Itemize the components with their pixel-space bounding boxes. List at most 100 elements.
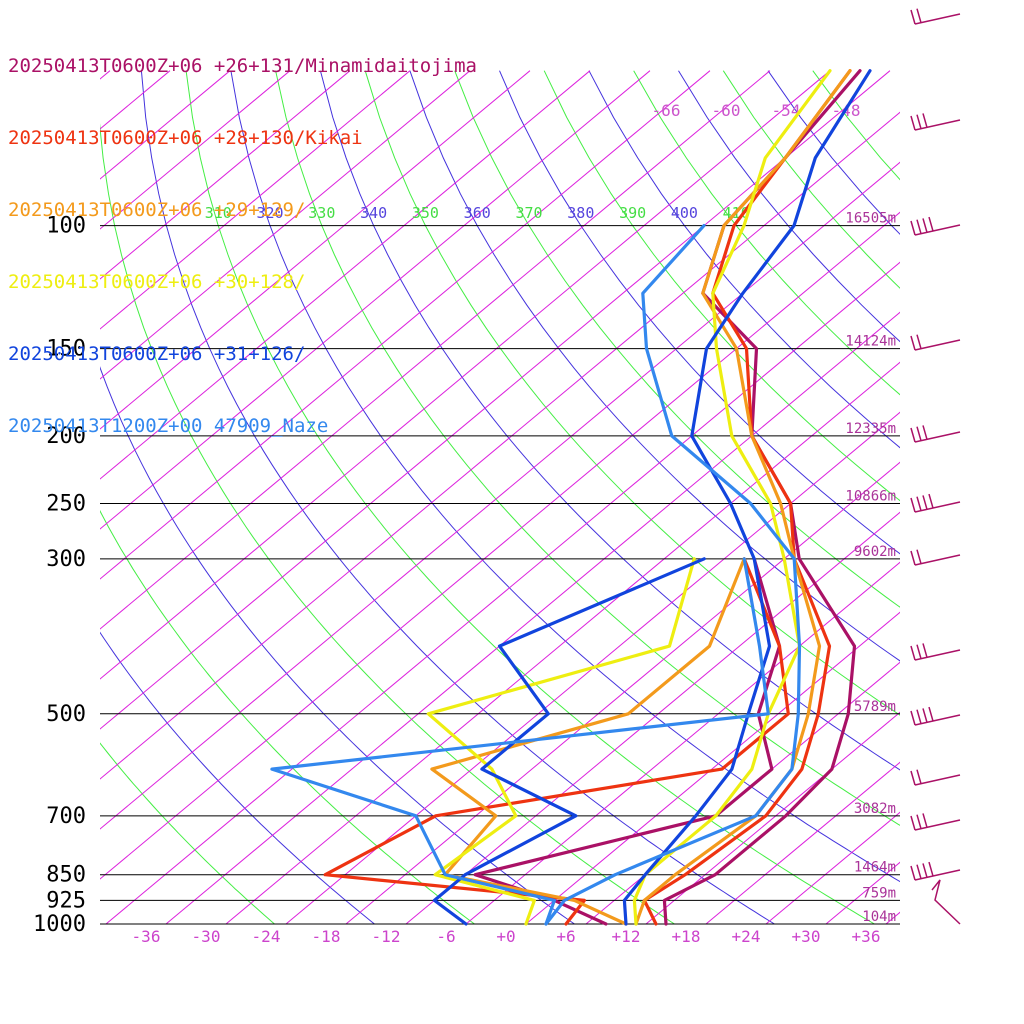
mixing-label: -60 xyxy=(712,101,741,120)
x-tick-label: +18 xyxy=(672,927,701,946)
isotherm-line xyxy=(165,311,900,924)
dewpoint-line-3 xyxy=(430,557,746,926)
isotherm-line xyxy=(225,361,900,924)
isotherm-line xyxy=(100,111,900,780)
pressure-label: 150 xyxy=(46,337,86,362)
height-label: 16505m xyxy=(845,211,896,227)
theta-label: 340 xyxy=(360,204,387,222)
legend-entry-3: 20250413T0600Z+06 +29+129/ xyxy=(8,199,306,221)
temperature-line-6 xyxy=(544,224,802,926)
mixing-label: -66 xyxy=(652,101,681,120)
theta-label: 330 xyxy=(308,204,335,222)
isotherm-line xyxy=(100,70,591,480)
wind-barb xyxy=(910,493,961,513)
height-label: 104m xyxy=(862,909,896,925)
isotherm-line xyxy=(645,711,900,924)
theta-line xyxy=(409,70,900,662)
wind-barb xyxy=(910,769,961,786)
theta-line xyxy=(100,123,675,924)
isotherm-line xyxy=(525,611,900,924)
dewpoint-line-6 xyxy=(270,557,770,926)
pressure-label: 850 xyxy=(46,863,86,888)
isotherm-line xyxy=(100,70,531,430)
height-label: 5789m xyxy=(854,699,896,715)
x-tick-label: -30 xyxy=(192,927,221,946)
isotherm-line xyxy=(100,70,711,580)
x-tick-label: +0 xyxy=(496,927,515,946)
mixing-label: -54 xyxy=(772,101,801,120)
pressure-label: 250 xyxy=(46,492,86,517)
pressure-label: 300 xyxy=(46,547,86,572)
isotherm-line xyxy=(946,71,1024,924)
x-tick-label: -12 xyxy=(372,927,401,946)
isotherm-line xyxy=(1006,71,1024,924)
temperature-line-4 xyxy=(632,69,832,926)
legend-entry-5: 20250413T0600Z+06 +31+126/ xyxy=(8,343,306,365)
theta-label: 370 xyxy=(515,204,542,222)
isotherm-line xyxy=(100,70,411,330)
isotherm-line xyxy=(100,70,291,230)
isotherm-line xyxy=(345,461,900,924)
x-tick-label: -6 xyxy=(436,927,455,946)
theta-label: 350 xyxy=(412,204,439,222)
pressure-label: 500 xyxy=(46,702,86,727)
isotherm-line xyxy=(100,70,471,380)
isotherm-line xyxy=(100,70,651,530)
height-labels: 16505m 14124m 12335m 10866m 9602m 5789m 3082m 1… xyxy=(845,211,896,925)
height-label: 9602m xyxy=(854,544,896,560)
theta-label: 310 xyxy=(205,204,232,222)
wind-barb xyxy=(910,643,961,661)
pressure-label: 700 xyxy=(46,804,86,829)
x-tick-label: +24 xyxy=(732,927,761,946)
height-label: 10866m xyxy=(845,489,896,505)
theta-line xyxy=(275,70,900,826)
wind-barb xyxy=(910,8,961,25)
wind-barb xyxy=(910,549,961,566)
x-tick-label: -36 xyxy=(132,927,161,946)
x-tick-label: +6 xyxy=(556,927,575,946)
theta-line xyxy=(364,70,900,716)
isotherm-line xyxy=(100,161,900,830)
height-label: 3082m xyxy=(854,801,896,817)
isotherm-lines xyxy=(100,70,1024,924)
height-label: 759m xyxy=(862,885,896,901)
mixing-labels: -66 -60 -54 -48 xyxy=(652,101,861,120)
height-label: 12335m xyxy=(845,421,896,437)
isotherm-line xyxy=(100,70,831,680)
isotherm-line xyxy=(285,411,900,924)
legend-entry-6: 20250413T1200Z+00 47909_Naze xyxy=(8,415,329,437)
theta-line xyxy=(230,70,900,883)
isotherm-line xyxy=(705,761,900,924)
wind-barb xyxy=(910,706,961,726)
legend-entry-2: 20250413T0600Z+06 +28+130/Kikai xyxy=(8,127,363,149)
isotherm-line xyxy=(100,211,900,880)
dewpoint-line-4 xyxy=(426,557,696,926)
pressure-label: 200 xyxy=(46,424,86,449)
isotherm-line xyxy=(100,70,891,730)
x-tick-label: +36 xyxy=(852,927,881,946)
theta-line xyxy=(100,366,575,924)
wind-barb xyxy=(910,813,961,831)
pressure-label: 925 xyxy=(46,888,86,913)
dewpoint-line-5 xyxy=(432,557,706,926)
theta-line xyxy=(543,70,900,502)
isotherm-line xyxy=(105,261,900,924)
theta-line xyxy=(100,742,275,924)
height-label: 1464m xyxy=(854,860,896,876)
theta-line xyxy=(140,70,775,924)
theta-labels: 310 320 330 340 350 360 370 380 390 400 410 xyxy=(205,204,750,222)
wind-barb xyxy=(910,334,961,351)
isotherm-line xyxy=(100,70,351,280)
theta-line xyxy=(454,70,900,608)
theta-line xyxy=(499,70,900,555)
legend: 20250413T0600Z+06 +26+131/Minamidaitojim… xyxy=(8,6,477,462)
wind-barbs xyxy=(910,8,961,925)
isotherm-line xyxy=(405,511,900,924)
x-tick-label: -18 xyxy=(312,927,341,946)
x-tick-labels: -36 -30 -24 -18 -12 -6 +0 +6 +12 +18 +24 +30 +36 xyxy=(132,927,881,946)
pressure-label: 1000 xyxy=(33,912,86,937)
x-tick-label: -24 xyxy=(252,927,281,946)
theta-label: 390 xyxy=(619,204,646,222)
